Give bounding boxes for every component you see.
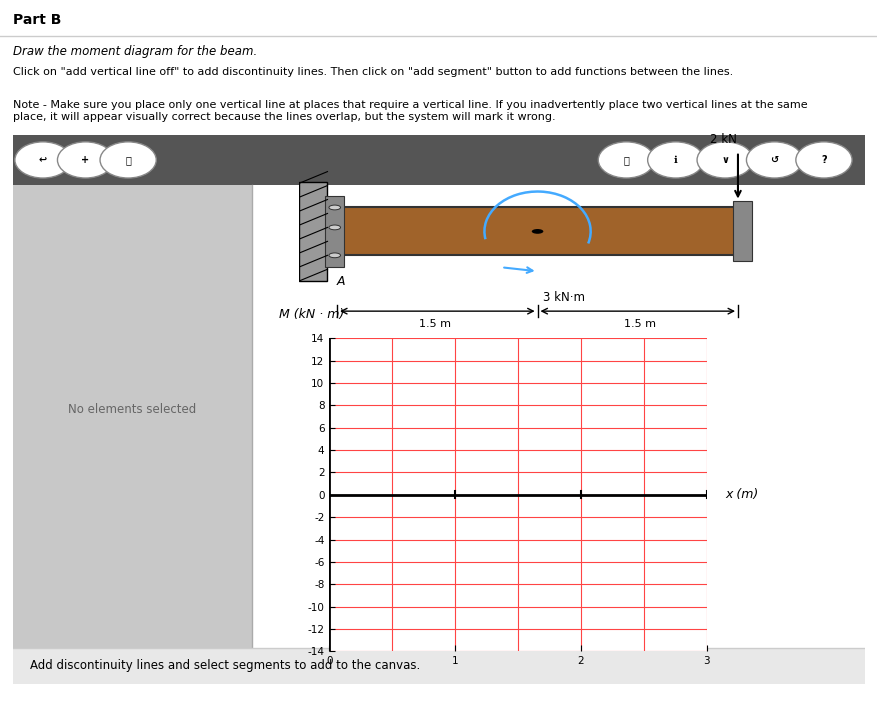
Bar: [324, 196, 344, 267]
Bar: [13, 648, 864, 684]
Text: 2 kN: 2 kN: [709, 132, 736, 146]
Text: Part B: Part B: [13, 13, 61, 27]
Circle shape: [15, 142, 71, 178]
Text: 1.5 m: 1.5 m: [624, 319, 655, 329]
Text: 1.5 m: 1.5 m: [418, 319, 451, 329]
Text: ?: ?: [820, 155, 826, 165]
Circle shape: [329, 225, 340, 230]
Circle shape: [329, 253, 340, 258]
Circle shape: [57, 142, 113, 178]
Text: M (kN · m): M (kN · m): [279, 308, 344, 321]
Text: Add discontinuity lines and select segments to add to the canvas.: Add discontinuity lines and select segme…: [30, 659, 420, 672]
Circle shape: [647, 142, 703, 178]
Text: Draw the moment diagram for the beam.: Draw the moment diagram for the beam.: [13, 45, 257, 58]
Bar: [298, 182, 327, 281]
Text: Note - Make sure you place only one vertical line at places that require a verti: Note - Make sure you place only one vert…: [13, 100, 807, 122]
Bar: [13, 184, 252, 684]
Text: ∨: ∨: [720, 155, 728, 165]
Text: Click on "add vertical line off" to add discontinuity lines. Then click on "add : Click on "add vertical line off" to add …: [13, 67, 732, 77]
Bar: [332, 207, 742, 256]
Circle shape: [329, 205, 340, 210]
Text: ↩: ↩: [39, 155, 47, 165]
Text: 🗑: 🗑: [125, 155, 131, 165]
Text: ℹ: ℹ: [674, 155, 677, 165]
Text: ↺: ↺: [770, 155, 778, 165]
Bar: [732, 201, 752, 261]
Text: 3 kN·m: 3 kN·m: [543, 291, 584, 304]
Circle shape: [531, 229, 543, 234]
Text: x (m): x (m): [724, 488, 758, 501]
Text: A: A: [337, 276, 346, 288]
Circle shape: [100, 142, 156, 178]
Circle shape: [795, 142, 851, 178]
Circle shape: [696, 142, 752, 178]
Bar: [13, 135, 864, 184]
Text: No elements selected: No elements selected: [68, 403, 196, 416]
Text: +: +: [82, 155, 89, 165]
Text: 💡: 💡: [623, 155, 629, 165]
Circle shape: [745, 142, 802, 178]
Circle shape: [597, 142, 653, 178]
